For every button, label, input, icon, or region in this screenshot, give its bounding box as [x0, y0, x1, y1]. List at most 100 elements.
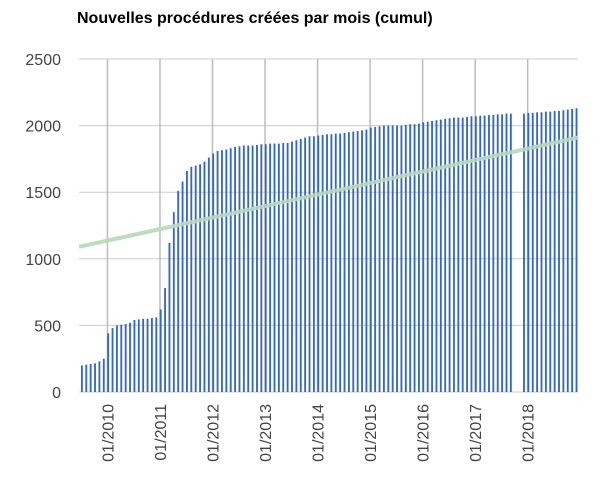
bar: [181, 181, 184, 392]
bar: [413, 124, 416, 392]
bar: [382, 125, 385, 392]
y-tick-label: 1500: [25, 185, 61, 202]
bar: [94, 363, 96, 392]
bar: [172, 212, 175, 392]
bar: [207, 157, 210, 392]
bar: [439, 119, 442, 392]
bar: [238, 146, 241, 392]
gridlines: [79, 58, 578, 393]
bar: [501, 114, 504, 392]
bar-series: [80, 108, 578, 393]
bar: [352, 131, 355, 392]
bar: [282, 142, 285, 392]
bar: [466, 116, 469, 392]
x-tick-label: 01/2017: [468, 404, 485, 462]
bar: [317, 135, 320, 392]
bar: [409, 124, 412, 392]
bar: [273, 143, 276, 392]
trendline-layer: [78, 135, 579, 249]
bar: [523, 113, 525, 392]
bar: [146, 318, 149, 392]
bar: [260, 144, 263, 392]
bar: [483, 115, 486, 393]
bar: [264, 144, 267, 392]
bar: [378, 126, 381, 393]
bar: [527, 112, 530, 393]
x-tick-label: 01/2014: [311, 404, 328, 462]
y-tick-label: 2500: [25, 52, 61, 69]
bar: [251, 145, 254, 392]
bar: [115, 325, 118, 392]
bar: [299, 138, 302, 392]
bar: [571, 108, 574, 392]
bar: [330, 134, 333, 392]
bar: [277, 143, 280, 392]
bar: [159, 309, 162, 392]
y-axis-ticks: 0 500 1000 1500 2000 2500: [25, 52, 61, 402]
bar: [89, 364, 92, 392]
bar: [85, 364, 88, 392]
bar: [120, 324, 123, 392]
y-tick-label: 2000: [25, 119, 61, 136]
bar: [575, 108, 578, 392]
bar: [186, 170, 188, 392]
bar: [448, 118, 451, 393]
bar: [444, 118, 447, 392]
bar: [553, 110, 556, 392]
bar: [216, 150, 219, 392]
bar: [461, 117, 464, 392]
trendline: [78, 135, 579, 249]
bar: [549, 111, 552, 392]
bar: [269, 143, 272, 392]
bar: [369, 127, 372, 393]
bar: [492, 114, 495, 392]
bar: [435, 120, 438, 392]
bar: [133, 320, 136, 392]
y-tick-label: 0: [52, 385, 61, 402]
bar: [365, 129, 368, 392]
bar: [221, 150, 223, 392]
bar: [203, 161, 206, 392]
bar: [361, 130, 363, 392]
bar: [321, 134, 324, 392]
bar: [256, 144, 258, 392]
bar: [242, 145, 245, 392]
bar: [540, 112, 543, 392]
bar: [334, 133, 337, 393]
bar: [295, 140, 298, 392]
bar: [229, 148, 232, 392]
bar: [151, 318, 153, 392]
bar: [418, 123, 420, 393]
bar: [98, 361, 101, 392]
bar: [308, 136, 311, 392]
bar: [453, 117, 455, 392]
bar: [168, 242, 171, 392]
bar: [531, 112, 534, 393]
bar: [479, 115, 482, 393]
bar: [199, 164, 201, 392]
bar: [247, 145, 250, 392]
x-tick-label: 01/2013: [258, 404, 275, 462]
bar: [137, 319, 140, 392]
bar: [558, 110, 560, 392]
bar: [80, 365, 83, 392]
bar: [142, 318, 145, 392]
bar: [129, 322, 131, 392]
bar: [190, 166, 193, 392]
bar: [426, 121, 429, 392]
bar: [347, 132, 350, 392]
y-tick-label: 1000: [25, 252, 61, 269]
bar: [286, 142, 289, 392]
bar: [356, 130, 359, 393]
y-tick-label: 500: [34, 318, 61, 335]
bar: [102, 358, 105, 392]
bar: [488, 114, 490, 392]
bar: [164, 288, 166, 392]
bar: [339, 133, 342, 393]
bar: [374, 126, 377, 392]
bar: [470, 116, 473, 392]
bar: [509, 113, 512, 392]
bar: [194, 165, 197, 392]
bar: [536, 112, 539, 392]
bar: [124, 324, 127, 392]
